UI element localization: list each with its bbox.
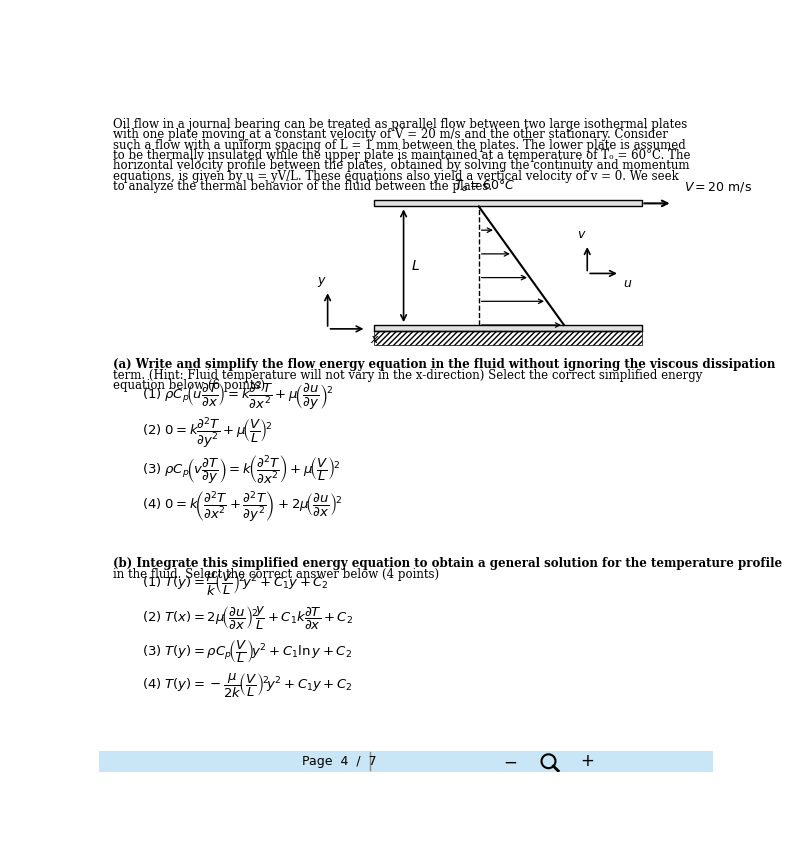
Text: to be thermally insulated while the upper plate is maintained at a temperature o: to be thermally insulated while the uppe… <box>113 149 691 162</box>
Bar <box>99 751 713 772</box>
Text: horizontal velocity profile between the plates, obtained by solving the continui: horizontal velocity profile between the … <box>113 160 690 173</box>
Text: term. (Hint: Fluid temperature will not vary in the x-direction) Select the corr: term. (Hint: Fluid temperature will not … <box>113 368 703 381</box>
Text: $(4)\;T(y) = -\dfrac{\mu}{2k}\!\left(\dfrac{V}{L}\right)^{\!2}\!y^2 + C_1 y + C_: $(4)\;T(y) = -\dfrac{\mu}{2k}\!\left(\df… <box>142 672 352 700</box>
Text: $V = 20$ m/s: $V = 20$ m/s <box>684 180 752 194</box>
Text: $(1)\;\rho C_p\!\left(u\dfrac{\partial T}{\partial x}\right) = k\dfrac{\partial^: $(1)\;\rho C_p\!\left(u\dfrac{\partial T… <box>142 379 333 412</box>
Text: $(4)\;0 = k\!\left(\dfrac{\partial^2 T}{\partial x^2} + \dfrac{\partial^2 T}{\pa: $(4)\;0 = k\!\left(\dfrac{\partial^2 T}{… <box>142 489 341 524</box>
Text: with one plate moving at a constant velocity of V = 20 m/s and the other station: with one plate moving at a constant velo… <box>113 128 668 141</box>
Text: equations, is given by u = yV/L. These equations also yield a vertical velocity : equations, is given by u = yV/L. These e… <box>113 170 679 183</box>
Text: $(3)\;T(y) = \rho C_p\!\left(\dfrac{V}{L}\right)\!y^2 + C_1\ln y + C_2$: $(3)\;T(y) = \rho C_p\!\left(\dfrac{V}{L… <box>142 638 352 665</box>
Text: y: y <box>318 273 325 286</box>
Text: Oil flow in a journal bearing can be treated as parallel flow between two large : Oil flow in a journal bearing can be tre… <box>113 118 687 131</box>
Bar <box>374 325 642 331</box>
Text: L: L <box>411 258 419 273</box>
Text: Page  4  /  7: Page 4 / 7 <box>302 755 376 768</box>
Text: such a flow with a uniform spacing of L = 1 mm between the plates. The lower pla: such a flow with a uniform spacing of L … <box>113 139 686 152</box>
Text: in the fluid. Select the correct answer below (4 points): in the fluid. Select the correct answer … <box>113 568 439 581</box>
Bar <box>374 200 642 206</box>
Text: $(3)\;\rho C_p\!\left(v\dfrac{\partial T}{\partial y}\right) = k\!\left(\dfrac{\: $(3)\;\rho C_p\!\left(v\dfrac{\partial T… <box>142 453 340 486</box>
Bar <box>374 331 642 345</box>
Text: $-$: $-$ <box>503 753 517 770</box>
Text: v: v <box>577 228 584 241</box>
Text: equation below (6 points): equation below (6 points) <box>113 379 265 392</box>
Text: $(1)\;T(y) = \dfrac{\mu}{k}\!\left(\dfrac{V}{L}\right)^{\!2}\!y^2 + C_1 y + C_2$: $(1)\;T(y) = \dfrac{\mu}{k}\!\left(\dfra… <box>142 570 329 598</box>
Text: x: x <box>370 333 378 346</box>
Text: $T_o = 60$°C: $T_o = 60$°C <box>454 179 516 194</box>
Text: $(2)\;0 = k\dfrac{\partial^2 T}{\partial y^2} + \mu\!\left(\dfrac{V}{L}\right)^{: $(2)\;0 = k\dfrac{\partial^2 T}{\partial… <box>142 415 272 450</box>
Text: (b) Integrate this simplified energy equation to obtain a general solution for t: (b) Integrate this simplified energy equ… <box>113 557 782 570</box>
Text: to analyze the thermal behavior of the fluid between the plates.: to analyze the thermal behavior of the f… <box>113 180 492 193</box>
Text: $+$: $+$ <box>581 753 594 770</box>
Text: (a) Write and simplify the flow energy equation in the fluid without ignoring th: (a) Write and simplify the flow energy e… <box>113 358 775 371</box>
Text: $(2)\;T(x) = 2\mu\!\left(\dfrac{\partial u}{\partial x}\right)^{\!2}\!\dfrac{y}{: $(2)\;T(x) = 2\mu\!\left(\dfrac{\partial… <box>142 604 352 631</box>
Text: u: u <box>623 277 630 290</box>
